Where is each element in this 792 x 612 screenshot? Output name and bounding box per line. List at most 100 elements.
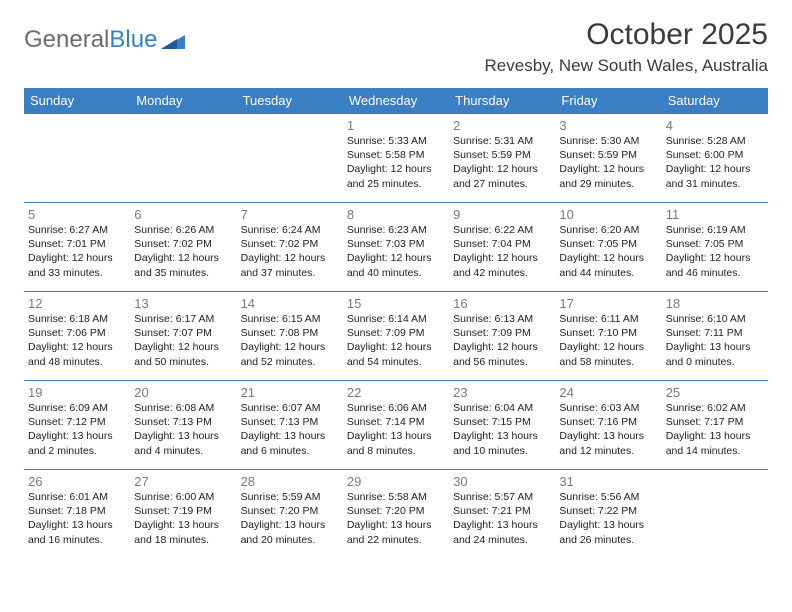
day-details: Sunrise: 5:58 AMSunset: 7:20 PMDaylight:… [347,490,445,547]
day-number: 12 [28,296,126,311]
calendar-cell: 1Sunrise: 5:33 AMSunset: 5:58 PMDaylight… [343,114,449,203]
day-details: Sunrise: 5:33 AMSunset: 5:58 PMDaylight:… [347,134,445,191]
day-details: Sunrise: 5:31 AMSunset: 5:59 PMDaylight:… [453,134,551,191]
calendar-cell: 8Sunrise: 6:23 AMSunset: 7:03 PMDaylight… [343,203,449,292]
calendar-cell: 29Sunrise: 5:58 AMSunset: 7:20 PMDayligh… [343,470,449,559]
weekday-header: Friday [555,88,661,114]
month-title: October 2025 [485,18,768,52]
calendar-cell: 23Sunrise: 6:04 AMSunset: 7:15 PMDayligh… [449,381,555,470]
calendar-cell: 5Sunrise: 6:27 AMSunset: 7:01 PMDaylight… [24,203,130,292]
calendar-cell: 24Sunrise: 6:03 AMSunset: 7:16 PMDayligh… [555,381,661,470]
day-details: Sunrise: 6:23 AMSunset: 7:03 PMDaylight:… [347,223,445,280]
day-number: 22 [347,385,445,400]
day-details: Sunrise: 6:00 AMSunset: 7:19 PMDaylight:… [134,490,232,547]
day-number: 11 [666,207,764,222]
calendar-cell: 6Sunrise: 6:26 AMSunset: 7:02 PMDaylight… [130,203,236,292]
calendar-body: 1Sunrise: 5:33 AMSunset: 5:58 PMDaylight… [24,114,768,559]
day-number: 18 [666,296,764,311]
day-number: 17 [559,296,657,311]
location-text: Revesby, New South Wales, Australia [485,56,768,76]
day-number: 29 [347,474,445,489]
weekday-header: Monday [130,88,236,114]
calendar-cell: 2Sunrise: 5:31 AMSunset: 5:59 PMDaylight… [449,114,555,203]
day-details: Sunrise: 6:03 AMSunset: 7:16 PMDaylight:… [559,401,657,458]
day-number: 7 [241,207,339,222]
day-details: Sunrise: 5:56 AMSunset: 7:22 PMDaylight:… [559,490,657,547]
calendar-cell: 9Sunrise: 6:22 AMSunset: 7:04 PMDaylight… [449,203,555,292]
day-number: 31 [559,474,657,489]
calendar-cell: 18Sunrise: 6:10 AMSunset: 7:11 PMDayligh… [662,292,768,381]
day-details: Sunrise: 6:27 AMSunset: 7:01 PMDaylight:… [28,223,126,280]
calendar-week-row: 5Sunrise: 6:27 AMSunset: 7:01 PMDaylight… [24,203,768,292]
day-number: 6 [134,207,232,222]
logo-text-1: General [24,26,109,54]
calendar-week-row: 12Sunrise: 6:18 AMSunset: 7:06 PMDayligh… [24,292,768,381]
logo: GeneralBlue [24,26,185,54]
day-details: Sunrise: 6:04 AMSunset: 7:15 PMDaylight:… [453,401,551,458]
day-details: Sunrise: 6:17 AMSunset: 7:07 PMDaylight:… [134,312,232,369]
calendar-cell: 26Sunrise: 6:01 AMSunset: 7:18 PMDayligh… [24,470,130,559]
day-number: 25 [666,385,764,400]
calendar-cell: 14Sunrise: 6:15 AMSunset: 7:08 PMDayligh… [237,292,343,381]
day-number: 9 [453,207,551,222]
calendar-cell: 22Sunrise: 6:06 AMSunset: 7:14 PMDayligh… [343,381,449,470]
calendar-week-row: 1Sunrise: 5:33 AMSunset: 5:58 PMDaylight… [24,114,768,203]
header: GeneralBlue October 2025 Revesby, New So… [24,18,768,84]
day-details: Sunrise: 6:22 AMSunset: 7:04 PMDaylight:… [453,223,551,280]
calendar-cell: 12Sunrise: 6:18 AMSunset: 7:06 PMDayligh… [24,292,130,381]
logo-text-2: Blue [109,26,157,54]
day-number: 23 [453,385,551,400]
day-details: Sunrise: 6:24 AMSunset: 7:02 PMDaylight:… [241,223,339,280]
day-number: 24 [559,385,657,400]
day-number: 28 [241,474,339,489]
day-details: Sunrise: 6:14 AMSunset: 7:09 PMDaylight:… [347,312,445,369]
day-number: 1 [347,118,445,133]
day-number: 14 [241,296,339,311]
day-details: Sunrise: 6:06 AMSunset: 7:14 PMDaylight:… [347,401,445,458]
calendar-cell: 10Sunrise: 6:20 AMSunset: 7:05 PMDayligh… [555,203,661,292]
day-details: Sunrise: 6:19 AMSunset: 7:05 PMDaylight:… [666,223,764,280]
calendar-cell: 17Sunrise: 6:11 AMSunset: 7:10 PMDayligh… [555,292,661,381]
day-number: 8 [347,207,445,222]
day-details: Sunrise: 6:11 AMSunset: 7:10 PMDaylight:… [559,312,657,369]
day-details: Sunrise: 6:07 AMSunset: 7:13 PMDaylight:… [241,401,339,458]
calendar-cell: 27Sunrise: 6:00 AMSunset: 7:19 PMDayligh… [130,470,236,559]
calendar-cell [662,470,768,559]
day-number: 15 [347,296,445,311]
calendar-cell: 4Sunrise: 5:28 AMSunset: 6:00 PMDaylight… [662,114,768,203]
day-details: Sunrise: 6:20 AMSunset: 7:05 PMDaylight:… [559,223,657,280]
calendar-cell: 21Sunrise: 6:07 AMSunset: 7:13 PMDayligh… [237,381,343,470]
day-number: 27 [134,474,232,489]
day-details: Sunrise: 5:30 AMSunset: 5:59 PMDaylight:… [559,134,657,191]
day-number: 13 [134,296,232,311]
calendar-cell: 28Sunrise: 5:59 AMSunset: 7:20 PMDayligh… [237,470,343,559]
day-details: Sunrise: 6:08 AMSunset: 7:13 PMDaylight:… [134,401,232,458]
weekday-header: Thursday [449,88,555,114]
calendar-week-row: 26Sunrise: 6:01 AMSunset: 7:18 PMDayligh… [24,470,768,559]
day-number: 3 [559,118,657,133]
day-details: Sunrise: 6:10 AMSunset: 7:11 PMDaylight:… [666,312,764,369]
day-number: 19 [28,385,126,400]
day-number: 10 [559,207,657,222]
day-number: 20 [134,385,232,400]
day-details: Sunrise: 6:01 AMSunset: 7:18 PMDaylight:… [28,490,126,547]
day-details: Sunrise: 6:18 AMSunset: 7:06 PMDaylight:… [28,312,126,369]
day-number: 26 [28,474,126,489]
calendar-page: GeneralBlue October 2025 Revesby, New So… [0,0,792,568]
day-number: 16 [453,296,551,311]
calendar-cell: 31Sunrise: 5:56 AMSunset: 7:22 PMDayligh… [555,470,661,559]
day-number: 2 [453,118,551,133]
calendar-cell: 13Sunrise: 6:17 AMSunset: 7:07 PMDayligh… [130,292,236,381]
calendar-cell: 16Sunrise: 6:13 AMSunset: 7:09 PMDayligh… [449,292,555,381]
day-number: 21 [241,385,339,400]
weekday-header: Wednesday [343,88,449,114]
weekday-header: Tuesday [237,88,343,114]
calendar-cell: 30Sunrise: 5:57 AMSunset: 7:21 PMDayligh… [449,470,555,559]
weekday-header: Saturday [662,88,768,114]
day-number: 30 [453,474,551,489]
logo-triangle-icon [161,31,185,49]
day-details: Sunrise: 6:09 AMSunset: 7:12 PMDaylight:… [28,401,126,458]
calendar-cell: 25Sunrise: 6:02 AMSunset: 7:17 PMDayligh… [662,381,768,470]
calendar-cell [237,114,343,203]
calendar-cell: 15Sunrise: 6:14 AMSunset: 7:09 PMDayligh… [343,292,449,381]
